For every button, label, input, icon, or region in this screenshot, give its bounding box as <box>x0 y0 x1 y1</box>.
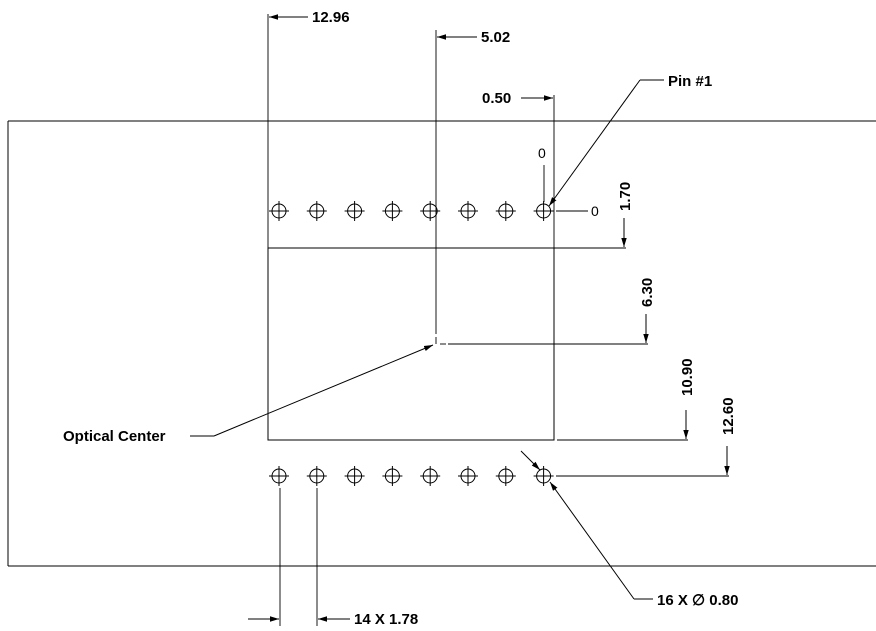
pin-bottom-6 <box>458 466 478 486</box>
package-outline <box>7 120 876 567</box>
pin-top-5 <box>420 201 441 221</box>
pin-bottom-5 <box>420 466 441 486</box>
pin-top-7 <box>495 201 516 221</box>
pin-top-8 <box>533 201 554 221</box>
dimension-1-70: 1.70 <box>617 182 634 247</box>
pin-top-6 <box>458 201 478 221</box>
dimension-0-50: 0.50 <box>482 90 553 107</box>
dimension-5-02-label: 5.02 <box>481 29 510 46</box>
pin-pitch-label: 14 X 1.78 <box>354 611 418 628</box>
pin-bottom-2 <box>306 466 327 486</box>
dimension-12-96-label: 12.96 <box>312 9 350 26</box>
optical-center-label: Optical Center <box>63 428 166 445</box>
dimension-6-30-label: 6.30 <box>639 278 656 307</box>
datum-y-zero-label: 0 <box>591 203 599 219</box>
pin-row-bottom <box>269 466 554 486</box>
pin-top-2 <box>306 201 327 221</box>
pin-diameter-label: 16 X ∅ 0.80 <box>657 592 738 609</box>
dimension-0-50-label: 0.50 <box>482 90 511 107</box>
dimension-12-60: 12.60 <box>720 397 737 475</box>
pin-pitch-dimension: 14 X 1.78 <box>248 611 418 628</box>
dimension-12-96: 12.96 <box>269 9 350 26</box>
pin-bottom-7 <box>495 466 516 486</box>
dimension-10-90-label: 10.90 <box>679 358 696 396</box>
pin-row-top <box>269 201 554 221</box>
optical-center-callout: Optical Center <box>63 344 434 445</box>
pin-diameter-callout: 16 X ∅ 0.80 <box>520 450 738 609</box>
pin-bottom-8 <box>533 466 554 486</box>
pin1-callout: Pin #1 <box>548 73 712 207</box>
extension-lines <box>267 14 729 626</box>
pin-top-3 <box>344 201 365 221</box>
pin-bottom-3 <box>344 466 365 486</box>
pin-top-1 <box>269 201 289 221</box>
pin1-label: Pin #1 <box>668 73 712 90</box>
dimension-12-60-label: 12.60 <box>720 397 737 435</box>
dimension-10-90: 10.90 <box>679 358 696 439</box>
pin-top-4 <box>382 201 403 221</box>
pin-bottom-4 <box>382 466 403 486</box>
datum-x-zero-label: 0 <box>538 145 546 161</box>
dimension-1-70-label: 1.70 <box>617 182 634 211</box>
pin-bottom-1 <box>269 466 289 486</box>
dimension-6-30: 6.30 <box>639 278 656 343</box>
dimension-5-02: 5.02 <box>437 29 510 46</box>
optical-center-mark <box>435 337 446 345</box>
